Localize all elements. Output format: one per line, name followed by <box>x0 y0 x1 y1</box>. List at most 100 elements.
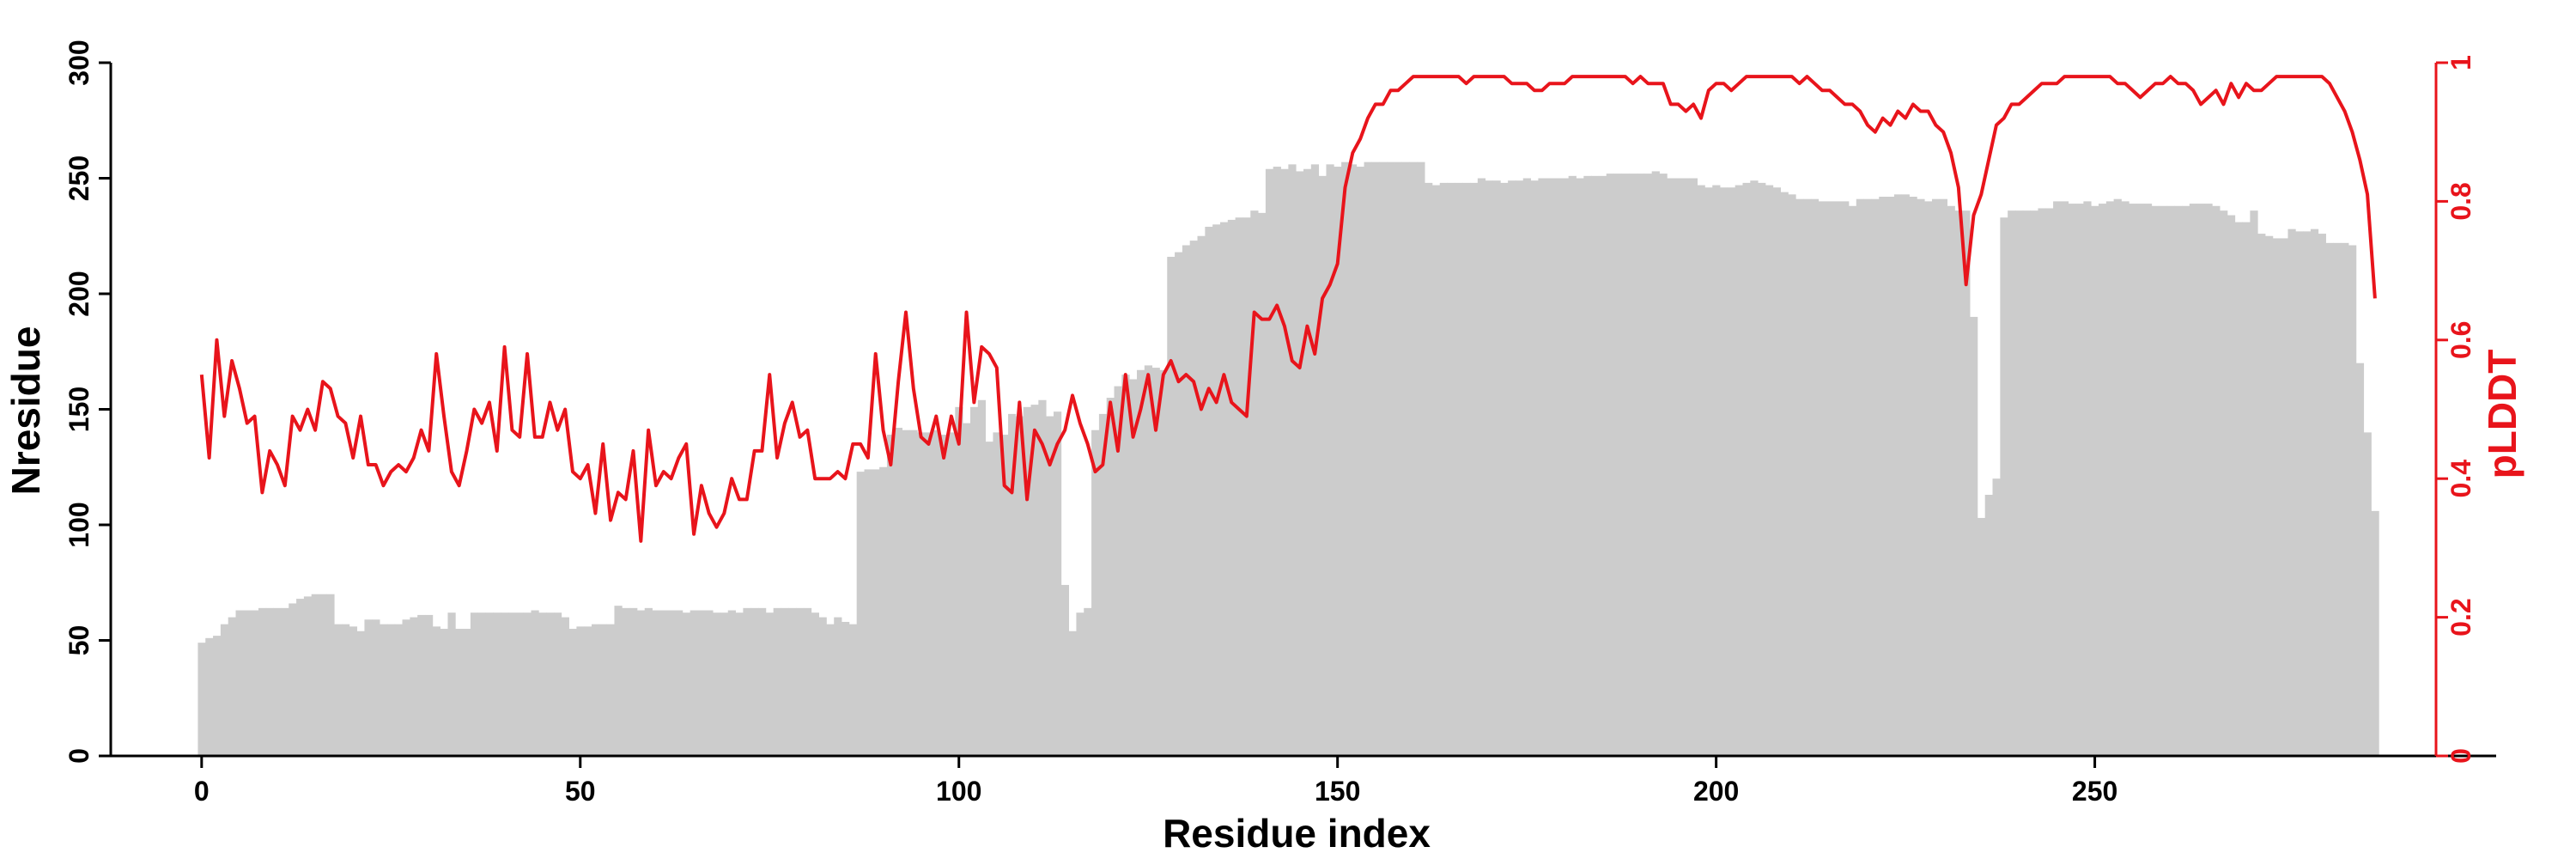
x-axis-title: Residue index <box>1163 811 1431 856</box>
bar <box>1175 252 1183 757</box>
bar <box>349 626 358 756</box>
bar <box>1258 212 1267 757</box>
bar <box>1667 178 1675 756</box>
bar <box>977 399 986 756</box>
bar <box>1795 198 1804 756</box>
bar <box>523 612 532 756</box>
bar <box>1182 245 1191 756</box>
bar <box>1303 168 1312 757</box>
bar <box>455 629 464 756</box>
bar <box>501 612 509 756</box>
x-tick-label: 100 <box>936 776 981 807</box>
bar <box>394 624 403 756</box>
bar <box>2189 204 2198 757</box>
bar <box>1106 398 1115 756</box>
bar <box>1205 226 1213 756</box>
bar <box>2242 222 2251 756</box>
bar <box>1197 235 1206 756</box>
bar <box>463 629 471 756</box>
bar <box>1227 219 1236 757</box>
bar <box>243 610 252 756</box>
bar <box>622 607 630 756</box>
bar <box>1046 416 1054 756</box>
bar <box>1621 174 1630 756</box>
bar <box>1492 180 1501 756</box>
bar <box>1477 178 1486 756</box>
bar <box>1318 175 1327 756</box>
bar <box>2265 235 2274 756</box>
bar <box>1780 192 1789 756</box>
bar <box>1818 201 1826 756</box>
bar <box>1084 607 1092 756</box>
bar <box>2363 432 2372 756</box>
plddt-line-layer <box>199 75 2377 543</box>
bar <box>2227 215 2236 757</box>
bar <box>1159 369 1168 756</box>
bar <box>1970 316 1978 756</box>
bar <box>1250 210 1259 756</box>
bar <box>303 596 313 756</box>
bar <box>1409 161 1418 757</box>
bar <box>2121 201 2129 756</box>
bar <box>2129 204 2137 757</box>
bar <box>1629 174 1637 756</box>
bar <box>1576 178 1584 756</box>
bar <box>2045 208 2054 757</box>
bar <box>1659 174 1668 756</box>
bar <box>758 607 767 756</box>
bar <box>515 612 525 756</box>
y2-tick-label: 0.2 <box>2445 598 2476 636</box>
bar <box>811 612 819 756</box>
bar <box>553 612 562 756</box>
bar <box>265 607 275 756</box>
bar <box>743 607 751 756</box>
bar <box>584 626 592 756</box>
bar <box>1856 198 1865 756</box>
bar <box>561 617 569 756</box>
bar <box>477 612 486 756</box>
bar <box>1651 171 1660 756</box>
bar <box>576 626 585 756</box>
bar <box>1515 180 1524 756</box>
bar <box>2348 245 2357 756</box>
bar <box>319 594 327 756</box>
bar <box>1697 185 1705 756</box>
bar <box>675 610 683 756</box>
bar <box>1606 174 1614 756</box>
bar <box>2341 242 2349 756</box>
x-tick-label: 0 <box>194 776 210 807</box>
bar <box>1455 182 1463 756</box>
bar <box>2234 222 2243 756</box>
bar <box>705 610 714 756</box>
bar <box>1121 375 1130 756</box>
bar <box>1439 182 1448 756</box>
bar <box>1530 180 1539 756</box>
bar <box>1984 495 1993 756</box>
bar <box>1008 413 1017 756</box>
bar <box>2053 201 2062 756</box>
x-tick-label: 250 <box>2072 776 2117 807</box>
bar <box>1038 399 1047 756</box>
bar <box>1485 180 1493 756</box>
bar <box>1704 187 1713 756</box>
bar <box>2333 242 2342 756</box>
bar <box>1151 368 1160 756</box>
bar <box>939 435 948 756</box>
bar <box>2008 210 2016 756</box>
bar <box>205 637 214 756</box>
bar <box>1772 187 1781 756</box>
bar <box>2075 204 2084 757</box>
bar <box>2204 204 2213 757</box>
bar <box>963 423 971 756</box>
plddt-line <box>199 75 2377 543</box>
bar <box>1917 198 1925 756</box>
bar <box>1568 175 1577 756</box>
bar <box>690 610 698 756</box>
bar <box>1765 185 1774 756</box>
bar <box>2196 204 2205 757</box>
bar <box>886 435 896 756</box>
bar <box>947 432 956 756</box>
bar <box>1871 198 1880 756</box>
bar <box>568 629 577 756</box>
bar <box>1788 194 1796 756</box>
